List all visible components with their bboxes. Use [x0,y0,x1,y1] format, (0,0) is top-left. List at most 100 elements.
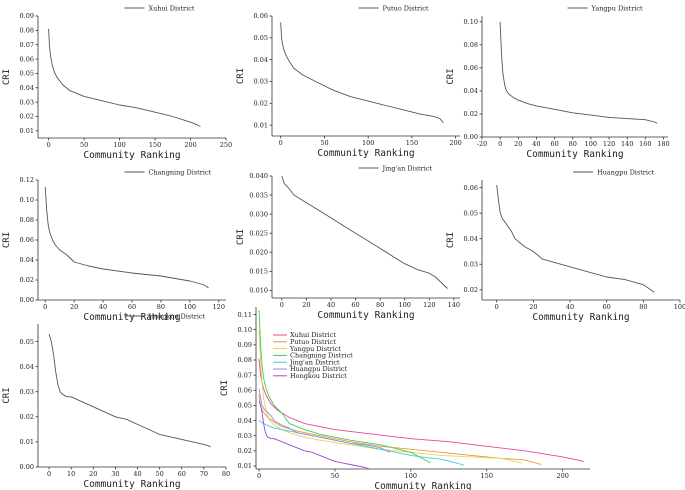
y-tick-label: 0.04 [20,363,34,371]
y-tick-label: 0.08 [20,216,34,224]
y-tick-label: 0.04 [464,87,478,95]
y-tick-label: 0.02 [20,276,34,284]
x-tick-label: 100 [362,139,374,147]
x-tick-label: 150 [406,139,418,147]
y-tick-label: 0.025 [249,229,268,237]
x-tick-label: 200 [556,472,568,480]
x-axis-label: Community Ranking [532,312,629,323]
x-tick-label: 100 [113,141,125,149]
y-tick-label: 0.05 [20,338,34,346]
x-tick-label: 50 [320,139,328,147]
x-tick-label: 0 [257,472,261,480]
series-line-jing-an-district [281,175,448,289]
x-axis-label: Community Ranking [317,148,414,159]
legend-label: Putuo District [290,338,336,346]
x-tick-label: 60 [550,140,558,148]
x-tick-label: 0 [280,301,284,309]
x-tick-label: 120 [213,303,225,311]
x-tick-label: 120 [423,301,435,309]
x-tick-label: 150 [481,472,493,480]
y-axis-label: CRI [2,387,12,403]
x-tick-label: 100 [398,301,410,309]
x-tick-label: 40 [532,140,540,148]
x-tick-label: 80 [157,303,165,311]
x-axis-label: Community Ranking [83,150,180,161]
legend-label: Xuhui District [290,331,336,339]
y-tick-label: 0.05 [254,34,268,42]
y-tick-label: 0.03 [20,98,34,106]
y-tick-label: 0.06 [464,64,478,72]
x-tick-label: 80 [222,470,230,478]
x-tick-label: 160 [639,140,651,148]
x-tick-label: 120 [603,140,615,148]
y-tick-label: 0.06 [254,12,268,20]
x-tick-label: 0 [495,303,499,311]
y-tick-label: 0.04 [20,84,34,92]
legend-label: Huangpu District [290,365,348,373]
x-tick-label: 150 [149,141,161,149]
series-line-hongkou-district [48,333,211,448]
legend-label: Changning District [148,168,211,176]
y-axis-label: CRI [2,69,12,85]
x-tick-label: 100 [674,303,685,311]
y-tick-label: 0.00 [20,463,34,471]
y-tick-label: 0.10 [238,326,252,334]
x-axis-label: Community Ranking [374,481,471,490]
x-tick-label: 0 [47,470,51,478]
y-tick-label: 0.09 [238,341,252,349]
x-tick-label: 40 [566,303,574,311]
y-tick-label: 0.01 [238,462,252,470]
y-tick-label: 0.01 [20,438,34,446]
y-tick-label: 0.030 [249,210,268,218]
y-tick-label: 0.09 [20,12,34,20]
x-tick-label: 180 [657,140,669,148]
legend-label: Putuo District [382,4,428,12]
series-line-changning-district [258,309,431,464]
y-tick-label: 0.05 [464,209,478,217]
x-tick-label: 60 [351,301,359,309]
x-tick-label: 40 [99,303,107,311]
y-tick-label: 0.08 [238,356,252,364]
y-tick-label: 0.05 [20,70,34,78]
y-tick-label: 0.01 [20,127,34,135]
legend-label: Yangpu District [289,345,341,353]
legend-label: Jing'an District [289,358,340,366]
series-line-putuo-district [280,22,444,124]
y-tick-label: 0.04 [254,56,268,64]
y-tick-label: 0.02 [254,99,268,107]
y-tick-label: 0.02 [464,110,478,118]
legend-label: Hongkou District [148,312,205,320]
x-tick-label: 20 [529,303,537,311]
legend-label: Yangpu District [591,4,643,12]
y-tick-label: 0.06 [20,236,34,244]
y-tick-label: 0.02 [20,113,34,121]
x-tick-label: 10 [67,470,75,478]
y-tick-label: 0.020 [249,248,268,256]
x-tick-label: 140 [448,301,460,309]
y-tick-label: 0.04 [238,417,252,425]
y-tick-label: 0.05 [238,402,252,410]
x-tick-label: 0 [498,140,502,148]
y-axis-label: CRI [2,232,12,248]
x-tick-label: 50 [331,472,339,480]
x-tick-label: -20 [477,140,487,148]
y-tick-label: 0.08 [20,27,34,35]
series-line-yangpu-district [258,329,522,464]
y-tick-label: 0.035 [249,191,268,199]
chart-panel-4: 0 20 40 60 80 100 120 0.00 0.02 0.04 0.06 0.08 0.10 0… [2,168,226,323]
x-tick-label: 20 [514,140,522,148]
x-tick-label: 100 [405,472,417,480]
chart-panel-8: 0 50 100 150 200 0.01 0.02 0.03 0.04 0.05 0.06 0.07… [220,307,590,490]
x-tick-label: 60 [128,303,136,311]
chart-panel-6: 0 20 40 60 80 100 0.02 0.03 0.04 0.05 0.06 Communit… [446,168,685,323]
series-line-huangpu-district [258,388,390,453]
y-tick-label: 0.02 [464,286,478,294]
series-line-putuo-district [258,394,542,465]
x-tick-label: 80 [376,301,384,309]
series-line-xuhui-district [258,358,584,462]
x-axis-label: Community Ranking [83,312,180,323]
x-tick-label: 250 [220,141,232,149]
series-line-changning-district [44,186,209,289]
x-tick-label: 40 [327,301,335,309]
